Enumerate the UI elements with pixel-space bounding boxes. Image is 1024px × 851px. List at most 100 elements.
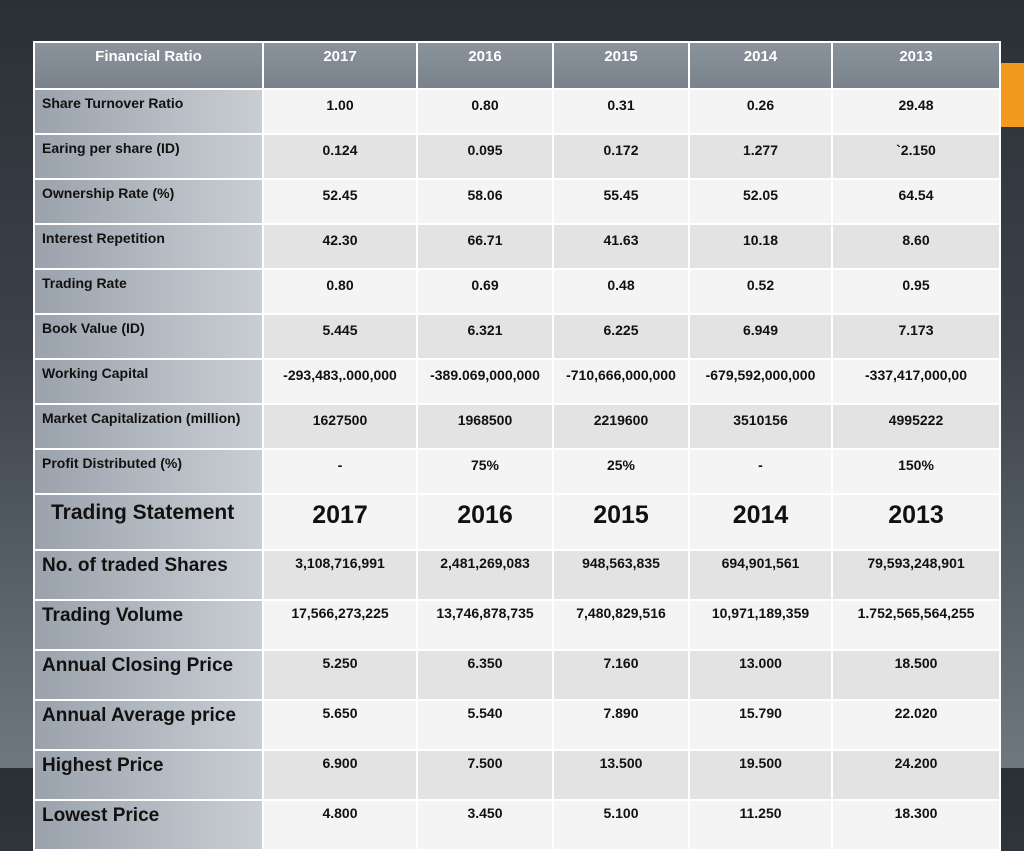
ratio-label: Trading Rate [33, 268, 264, 315]
trading-year: 2014 [688, 493, 833, 551]
ratio-value: 66.71 [416, 223, 554, 270]
trading-value: 2,481,269,083 [416, 549, 554, 601]
header-year: 2017 [262, 41, 418, 90]
trading-label: Lowest Price [33, 799, 264, 851]
ratio-value: 1627500 [262, 403, 418, 450]
ratio-row: Ownership Rate (%) 52.45 58.06 55.45 52.05 64… [33, 178, 1001, 225]
ratio-value: 1968500 [416, 403, 554, 450]
trading-value: 7.890 [552, 699, 690, 751]
ratio-value: -293,483,.000,000 [262, 358, 418, 405]
trading-row: No. of traded Shares 3,108,716,991 2,481,2… [33, 549, 1001, 601]
trading-value: 7,480,829,516 [552, 599, 690, 651]
trading-value: 7.160 [552, 649, 690, 701]
ratio-value: 0.31 [552, 88, 690, 135]
trading-value: 6.900 [262, 749, 418, 801]
ratio-value: 2219600 [552, 403, 690, 450]
ratio-row: Market Capitalization (million) 1627500 19… [33, 403, 1001, 450]
ratio-row: Share Turnover Ratio 1.00 0.80 0.31 0.26 29.4… [33, 88, 1001, 135]
ratio-value: 1.277 [688, 133, 833, 180]
trading-value: 19.500 [688, 749, 833, 801]
ratio-row: Earing per share (ID) 0.124 0.095 0.172 1.27… [33, 133, 1001, 180]
trading-row: Lowest Price 4.800 3.450 5.100 11.250 18.300 [33, 799, 1001, 851]
ratio-value: -337,417,000,00 [831, 358, 1001, 405]
accent-bar [998, 63, 1024, 127]
header-year: 2013 [831, 41, 1001, 90]
ratio-value: - [262, 448, 418, 495]
trading-value: 10,971,189,359 [688, 599, 833, 651]
trading-value: 5.650 [262, 699, 418, 751]
ratio-value: 4995222 [831, 403, 1001, 450]
ratio-value: 52.45 [262, 178, 418, 225]
trading-value: 5.540 [416, 699, 554, 751]
ratio-value: 1.00 [262, 88, 418, 135]
ratio-row: Working Capital -293,483,.000,000 -389.069… [33, 358, 1001, 405]
ratio-label: Earing per share (ID) [33, 133, 264, 180]
trading-value: 22.020 [831, 699, 1001, 751]
trading-value: 13.500 [552, 749, 690, 801]
ratio-value: `2.150 [831, 133, 1001, 180]
trading-value: 6.350 [416, 649, 554, 701]
trading-label: Annual Closing Price [33, 649, 264, 701]
trading-value: 3.450 [416, 799, 554, 851]
header-year: 2014 [688, 41, 833, 90]
ratio-value: 42.30 [262, 223, 418, 270]
trading-value: 15.790 [688, 699, 833, 751]
ratio-value: 29.48 [831, 88, 1001, 135]
trading-value: 4.800 [262, 799, 418, 851]
ratio-value: 0.26 [688, 88, 833, 135]
ratio-label: Ownership Rate (%) [33, 178, 264, 225]
ratio-value: 0.095 [416, 133, 554, 180]
ratio-value: 25% [552, 448, 690, 495]
ratio-value: 64.54 [831, 178, 1001, 225]
ratio-value: 55.45 [552, 178, 690, 225]
ratio-label: Working Capital [33, 358, 264, 405]
ratio-label: Interest Repetition [33, 223, 264, 270]
ratio-value: -710,666,000,000 [552, 358, 690, 405]
trading-row: Highest Price 6.900 7.500 13.500 19.500 24.20… [33, 749, 1001, 801]
ratio-label: Market Capitalization (million) [33, 403, 264, 450]
ratio-value: 5.445 [262, 313, 418, 360]
trading-value: 13,746,878,735 [416, 599, 554, 651]
ratio-value: 0.69 [416, 268, 554, 315]
ratio-value: 0.80 [416, 88, 554, 135]
ratio-value: 0.52 [688, 268, 833, 315]
trading-statement-title: Trading Statement [33, 493, 264, 551]
trading-value: 5.100 [552, 799, 690, 851]
trading-value: 18.300 [831, 799, 1001, 851]
header-year: 2015 [552, 41, 690, 90]
trading-year: 2017 [262, 493, 418, 551]
trading-value: 694,901,561 [688, 549, 833, 601]
ratio-value: 0.172 [552, 133, 690, 180]
trading-value: 13.000 [688, 649, 833, 701]
ratio-value: 6.321 [416, 313, 554, 360]
ratio-value: 8.60 [831, 223, 1001, 270]
header-row: Financial Ratio 2017 2016 2015 2014 2013 [33, 41, 1001, 90]
trading-year: 2013 [831, 493, 1001, 551]
ratio-row: Profit Distributed (%) -75% 25% -150% [33, 448, 1001, 495]
trading-row: Annual Closing Price 5.250 6.350 7.160 13.00… [33, 649, 1001, 701]
trading-value: 18.500 [831, 649, 1001, 701]
trading-row: Trading Volume 17,566,273,225 13,746,878,7… [33, 599, 1001, 651]
trading-row: Annual Average price 5.650 5.540 7.890 15.79… [33, 699, 1001, 751]
ratio-value: 0.95 [831, 268, 1001, 315]
financial-table: Financial Ratio 2017 2016 2015 2014 2013… [33, 41, 1001, 851]
ratio-label: Book Value (ID) [33, 313, 264, 360]
ratio-value: 41.63 [552, 223, 690, 270]
ratio-value: -389.069,000,000 [416, 358, 554, 405]
trading-year: 2015 [552, 493, 690, 551]
ratio-value: 0.80 [262, 268, 418, 315]
ratio-value: 6.949 [688, 313, 833, 360]
trading-value: 11.250 [688, 799, 833, 851]
header-label: Financial Ratio [33, 41, 264, 90]
trading-label: Trading Volume [33, 599, 264, 651]
trading-label: No. of traded Shares [33, 549, 264, 601]
ratio-value: 10.18 [688, 223, 833, 270]
trading-value: 79,593,248,901 [831, 549, 1001, 601]
trading-value: 948,563,835 [552, 549, 690, 601]
ratio-value: 58.06 [416, 178, 554, 225]
trading-value: 5.250 [262, 649, 418, 701]
trading-label: Highest Price [33, 749, 264, 801]
financial-table-body: Financial Ratio 2017 2016 2015 2014 2013… [33, 41, 1001, 851]
ratio-value: 0.124 [262, 133, 418, 180]
ratio-row: Book Value (ID) 5.445 6.321 6.225 6.949 7.173 [33, 313, 1001, 360]
